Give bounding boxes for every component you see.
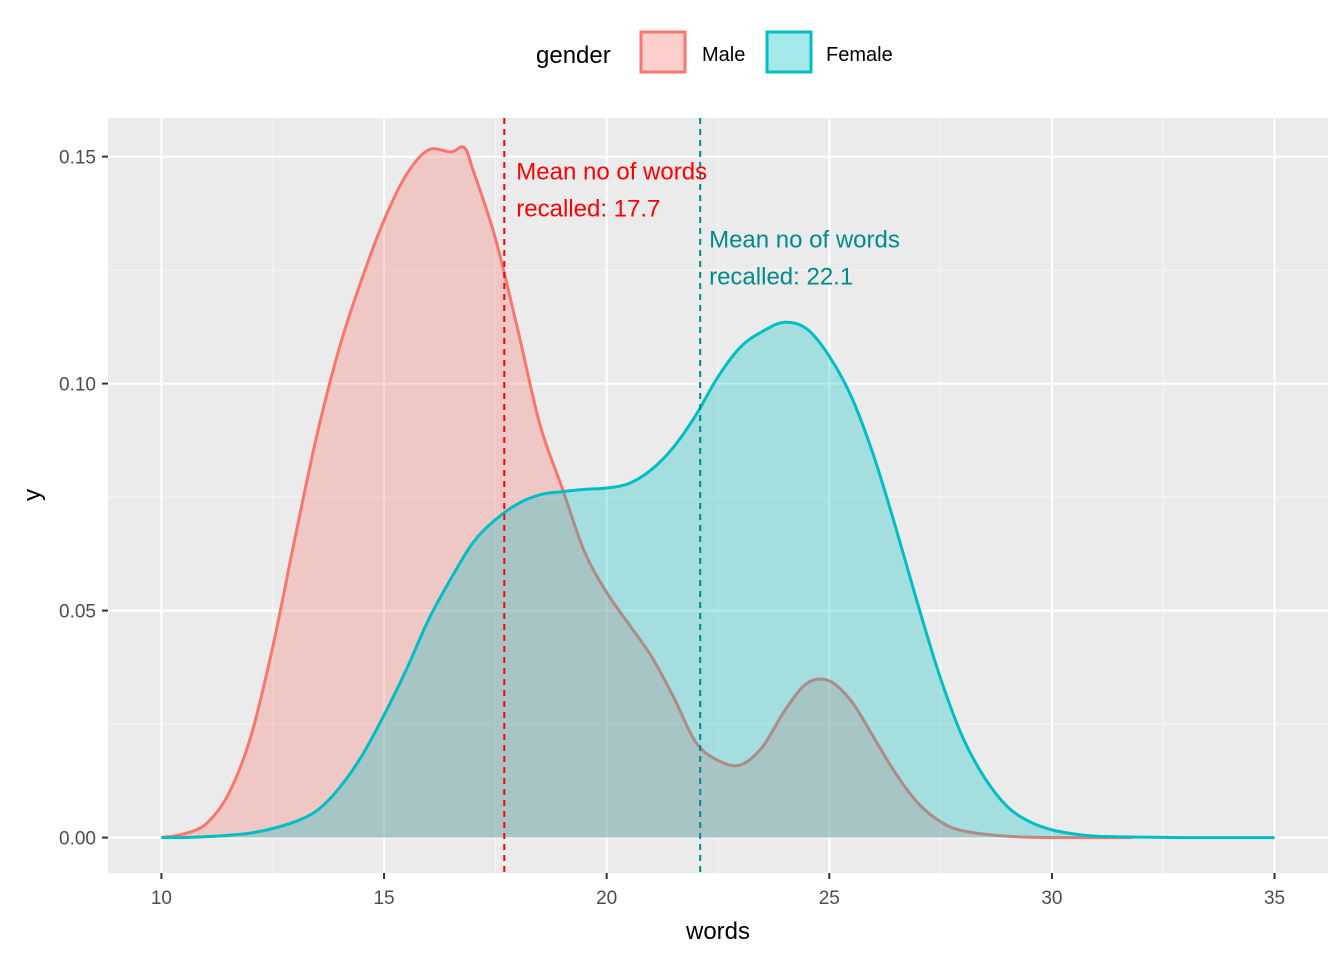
y-tick-label: 0.00 bbox=[59, 829, 96, 850]
legend-label-male: Male bbox=[702, 44, 745, 66]
legend-title: gender bbox=[536, 42, 611, 69]
x-tick-label: 10 bbox=[151, 888, 172, 909]
y-tick-label: 0.15 bbox=[59, 148, 96, 169]
x-tick-label: 25 bbox=[819, 888, 840, 909]
y-tick-label: 0.10 bbox=[59, 375, 96, 396]
series-layer bbox=[161, 145, 1275, 840]
density-line-male bbox=[161, 145, 1133, 840]
mean-annotation-1-line-1: recalled: 22.1 bbox=[709, 263, 853, 290]
y-axis-title: y bbox=[19, 489, 46, 501]
density-area-male bbox=[161, 146, 1133, 838]
x-tick-label: 15 bbox=[373, 888, 394, 909]
grid-minor bbox=[108, 118, 1328, 873]
x-tick-label: 35 bbox=[1264, 888, 1285, 909]
grid-major bbox=[108, 118, 1328, 873]
annotations: Mean no of words recalled: 17.7 Mean no of… bbox=[516, 158, 900, 290]
legend: gender Male Female bbox=[536, 30, 893, 74]
x-axis-title: words bbox=[685, 918, 750, 945]
reference-lines bbox=[503, 118, 702, 873]
density-area-female bbox=[161, 322, 1275, 838]
x-tick-label: 30 bbox=[1041, 888, 1062, 909]
mean-annotation-0-line-0: Mean no of words bbox=[516, 158, 707, 185]
y-tick-label: 0.05 bbox=[59, 602, 96, 623]
legend-label-female: Female bbox=[826, 44, 893, 66]
x-tick-label: 20 bbox=[596, 888, 617, 909]
legend-key-male bbox=[639, 30, 687, 74]
mean-annotation-1-line-0: Mean no of words bbox=[709, 226, 900, 253]
density-line-female bbox=[161, 320, 1275, 840]
mean-annotation-0-line-1: recalled: 17.7 bbox=[516, 195, 660, 222]
axes: 10 15 20 25 30 35 0.00 0.05 0.10 0.15 bbox=[59, 148, 1285, 909]
legend-key-female bbox=[765, 30, 813, 74]
